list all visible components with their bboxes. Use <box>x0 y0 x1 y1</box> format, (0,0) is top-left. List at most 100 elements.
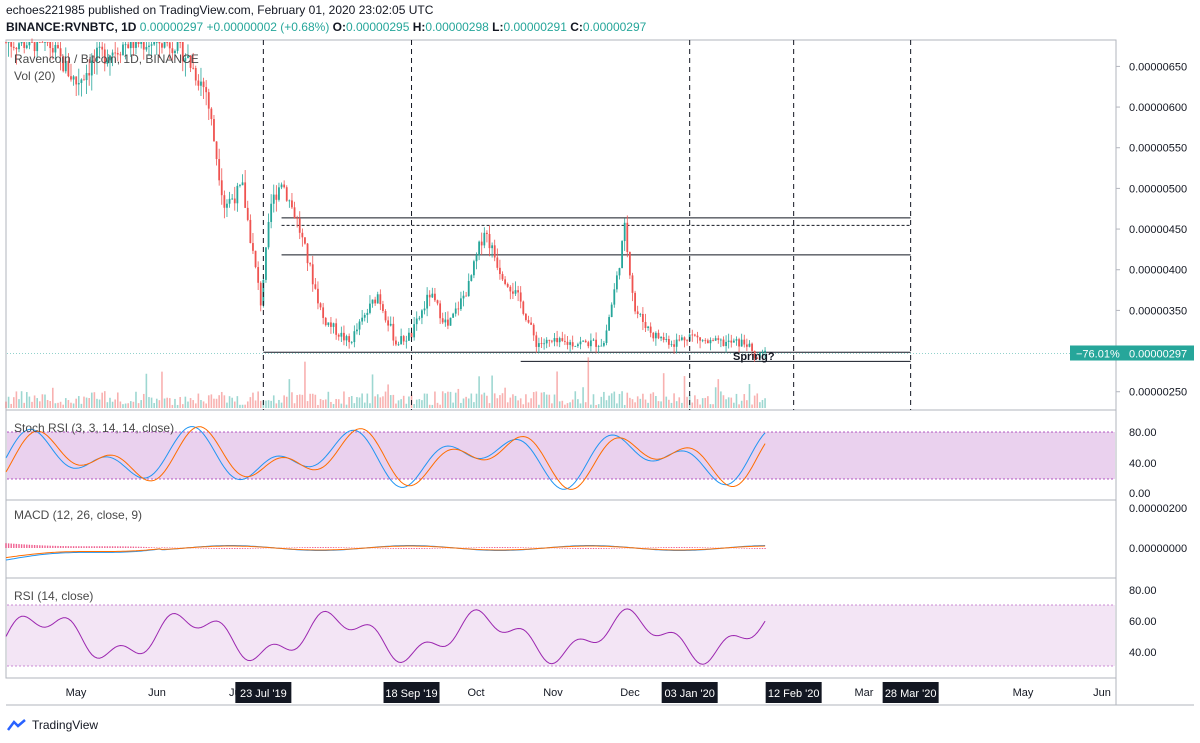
volume-bar <box>140 400 142 408</box>
candle-body <box>561 338 564 341</box>
candle-body <box>704 340 707 342</box>
macd-histogram-bar <box>49 545 51 548</box>
candle-body <box>7 42 10 43</box>
volume-bar <box>405 403 408 408</box>
candle-body <box>361 317 364 322</box>
candle-body <box>647 326 649 329</box>
macd-histogram-bar <box>309 547 311 548</box>
volume-bar <box>244 404 246 408</box>
volume-bar <box>532 392 535 408</box>
macd-histogram-bar <box>668 547 670 548</box>
macd-histogram-bar <box>106 546 109 548</box>
candle-body <box>699 337 701 341</box>
volume-bar <box>298 394 301 408</box>
candle-body <box>696 335 699 338</box>
macd-histogram-bar <box>57 545 59 548</box>
macd-histogram-bar <box>10 543 12 548</box>
candle-body <box>41 42 44 43</box>
macd-histogram-bar <box>436 548 439 549</box>
macd-histogram-bar <box>18 544 20 548</box>
candle-body <box>278 187 280 200</box>
price-axis[interactable]: 0.00000650 0.00000600 0.00000550 0.00000500… <box>1116 61 1187 659</box>
macd-label: MACD (12, 26, close, 9) <box>14 508 143 522</box>
candle-body <box>192 67 195 69</box>
volume-bar <box>46 399 49 408</box>
volume-bar <box>304 361 306 408</box>
main-pane[interactable] <box>5 39 1117 411</box>
volume-bar <box>57 402 59 408</box>
volume-bar <box>488 403 491 408</box>
volume-bar <box>127 403 129 408</box>
volume-bar <box>192 400 194 408</box>
candle-body <box>722 339 725 347</box>
macd-histogram-bar <box>662 547 665 548</box>
volume-bar <box>252 392 254 408</box>
volume-bar <box>486 395 488 408</box>
macd-histogram-bar <box>740 548 743 549</box>
volume-bar <box>231 397 233 408</box>
volume-bar <box>504 387 506 408</box>
candle-body <box>470 275 473 281</box>
candle-body <box>579 341 582 345</box>
volume-bar <box>634 402 636 408</box>
volume-bar <box>109 397 111 408</box>
candle-body <box>574 346 577 347</box>
macd-histogram-bar <box>584 548 587 549</box>
macd-histogram-bar <box>54 545 57 548</box>
volume-bar <box>54 403 57 408</box>
candle-body <box>389 323 392 326</box>
volume-bar <box>296 395 298 408</box>
volume-bar <box>197 393 200 408</box>
candle-body <box>545 339 548 344</box>
volume-bar <box>62 404 64 408</box>
volume-bar <box>122 404 124 408</box>
volume-bar <box>686 396 688 408</box>
volume-bar <box>181 404 184 408</box>
symbol-line: BINANCE:RVNBTC, 1D 0.00000297 +0.0000000… <box>6 20 646 34</box>
macd-histogram-bar <box>564 548 566 549</box>
volume-bar <box>239 404 241 408</box>
candle-body <box>345 336 348 341</box>
candle-body <box>161 43 163 48</box>
volume-bar <box>735 393 738 408</box>
volume-bar <box>652 392 655 408</box>
macd-histogram-bar <box>332 547 335 548</box>
change: +0.00000002 (+0.68%) <box>206 20 330 34</box>
macd-histogram-bar <box>675 547 678 548</box>
macd-histogram-bar <box>65 546 67 548</box>
macd-histogram-bar <box>512 547 514 548</box>
candle-body <box>207 92 210 109</box>
candle-body <box>462 295 465 299</box>
macd-histogram-bar <box>608 548 610 549</box>
candle-body <box>77 82 80 85</box>
candle-body <box>486 232 488 234</box>
candle-body <box>272 194 275 204</box>
macd-histogram-bar <box>746 548 748 549</box>
candle-body <box>88 73 91 76</box>
tradingview-logo[interactable]: TradingView <box>6 718 98 732</box>
volume-bar <box>408 396 410 408</box>
volume-bar <box>712 404 714 408</box>
candles <box>5 38 766 362</box>
macd-pane[interactable] <box>5 499 1117 579</box>
macd-tick-label: 0.00000200 <box>1129 503 1187 515</box>
volume-bar <box>590 404 592 408</box>
macd-histogram-bar <box>483 547 486 548</box>
volume-bar <box>340 403 343 408</box>
macd-histogram-bar <box>577 548 579 549</box>
macd-histogram-bar <box>137 546 140 548</box>
candle-body <box>519 292 522 302</box>
candle-body <box>132 42 135 48</box>
macd-histogram-bar <box>36 545 38 548</box>
macd-histogram-bar <box>327 547 330 548</box>
time-axis[interactable]: MayJunJulSepOctNovDecMarMayJun23 Jul '19… <box>66 682 1111 703</box>
macd-histogram-bar <box>761 548 764 549</box>
candle-body <box>460 298 462 310</box>
candle-body <box>501 274 504 280</box>
macd-histogram-bar <box>132 546 135 548</box>
candle-body <box>662 337 665 340</box>
macd-histogram-bar <box>569 548 571 549</box>
candle-body <box>85 73 88 81</box>
volume-bar <box>205 403 207 408</box>
